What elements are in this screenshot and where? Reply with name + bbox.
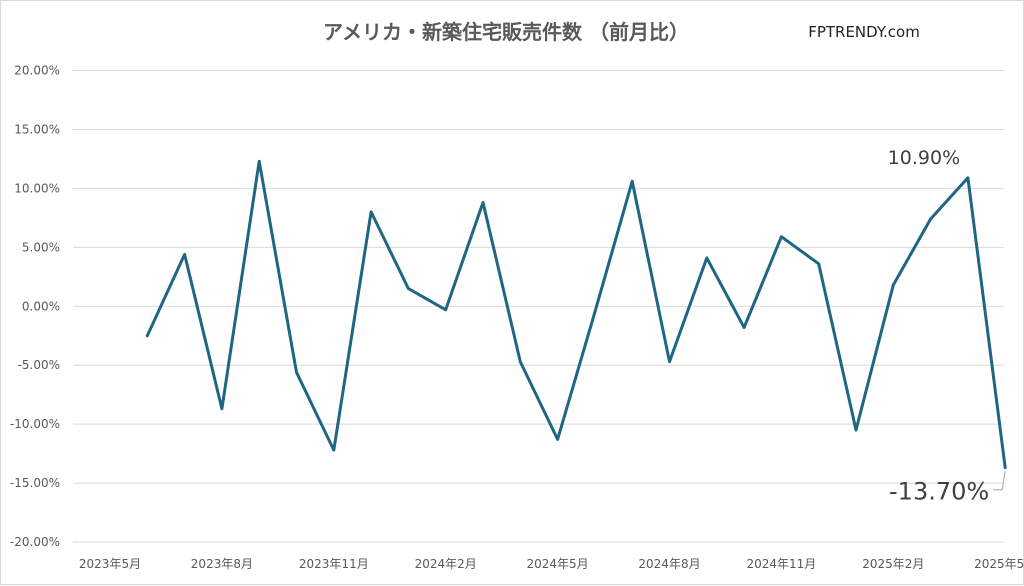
brand-label: FPTRENDY.com bbox=[808, 23, 920, 41]
y-tick-label: -10.00% bbox=[10, 417, 60, 431]
data-point bbox=[593, 310, 597, 314]
y-tick-label: 10.00% bbox=[14, 181, 60, 195]
y-tick-label: 0.00% bbox=[22, 299, 60, 313]
data-point bbox=[220, 407, 224, 411]
data-point bbox=[705, 256, 708, 260]
annotations: 10.90% -13.70% bbox=[888, 147, 1006, 506]
x-tick-label: 2024年2月 bbox=[415, 557, 477, 571]
data-point bbox=[631, 180, 634, 183]
data-point bbox=[369, 210, 373, 214]
y-tick-label: -15.00% bbox=[10, 476, 60, 490]
y-tick-label: -20.00% bbox=[10, 535, 60, 549]
annotation-leader bbox=[993, 470, 1006, 491]
x-tick-label: 2024年8月 bbox=[638, 557, 700, 571]
x-tick-label: 2024年5月 bbox=[527, 557, 589, 571]
data-point bbox=[258, 160, 261, 163]
x-tick-label: 2023年5月 bbox=[79, 557, 141, 571]
x-tick-label: 2023年8月 bbox=[191, 557, 253, 571]
data-point bbox=[295, 371, 298, 374]
y-tick-label: 20.00% bbox=[14, 64, 60, 78]
data-point bbox=[668, 360, 671, 363]
x-tick-label: 2025年5月 bbox=[974, 557, 1024, 571]
data-point bbox=[892, 283, 895, 287]
data-point bbox=[332, 448, 335, 452]
data-point bbox=[146, 334, 149, 337]
y-tick-label: 15.00% bbox=[14, 122, 60, 136]
data-point bbox=[183, 253, 186, 256]
x-tick-label: 2023年11月 bbox=[299, 557, 369, 571]
x-axis-ticks: 2023年5月 2023年8月 2023年11月 2024年2月 2024年5月 2024… bbox=[79, 557, 1024, 571]
chart-title: アメリカ・新築住宅販売件数 （前月比） bbox=[323, 20, 689, 44]
y-axis-ticks: 20.00% 15.00% 10.00% 5.00% 0.00% -5.00% -10.00… bbox=[10, 64, 60, 550]
x-tick-label: 2025年2月 bbox=[862, 557, 924, 571]
data-point bbox=[481, 201, 485, 204]
x-tick-label: 2024年11月 bbox=[746, 557, 816, 571]
gridlines bbox=[73, 70, 1004, 543]
data-point bbox=[780, 235, 783, 238]
data-point bbox=[519, 360, 522, 363]
data-point bbox=[556, 438, 559, 441]
data-point bbox=[1004, 466, 1007, 469]
data-point bbox=[966, 176, 970, 179]
annotation-min: -13.70% bbox=[889, 478, 989, 506]
y-tick-label: 5.00% bbox=[22, 240, 60, 254]
data-point bbox=[444, 308, 447, 311]
annotation-max: 10.90% bbox=[888, 147, 960, 169]
series-layer bbox=[145, 159, 1007, 470]
y-tick-label: -5.00% bbox=[18, 358, 60, 372]
data-point bbox=[817, 262, 820, 266]
series-line bbox=[145, 159, 1007, 470]
data-point bbox=[929, 217, 932, 221]
data-point bbox=[742, 326, 746, 329]
data-point bbox=[854, 428, 858, 432]
data-point bbox=[407, 287, 410, 290]
